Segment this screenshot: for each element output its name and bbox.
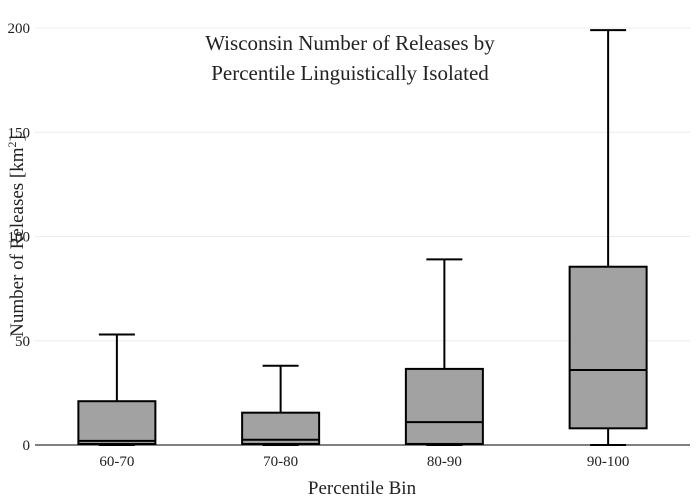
box-90-100 [568,265,648,430]
y-tick-label-50: 50 [15,334,30,350]
y-tick-label-150: 150 [8,125,31,141]
box-group-90-100 [568,29,648,446]
y-axis-title-end: ] [7,135,28,141]
x-tick-label-80-90: 80-90 [427,454,462,470]
chart-title-line-1: Wisconsin Number of Releases by [205,31,495,55]
y-axis-title: Number of Releases [km2] [5,135,28,337]
x-tick-label-90-100: 90-100 [587,454,630,470]
boxes [77,29,648,446]
x-axis-title: Percentile Bin [308,478,417,499]
x-tick-label-60-70: 60-70 [99,454,134,470]
chart-title-line-2: Percentile Linguistically Isolated [211,61,489,85]
y-tick-label-200: 200 [8,21,31,37]
y-tick-label-0: 0 [23,438,31,454]
y-tick-labels: 0 50 100 150 200 [8,21,31,454]
box-group-70-80 [241,364,321,446]
box-group-80-90 [404,258,484,446]
box-60-70 [77,400,157,445]
y-axis-title-main: Number of Releases [km [7,147,28,337]
x-tick-label-70-80: 70-80 [263,454,298,470]
box-70-80 [241,411,321,445]
box-80-90 [404,367,484,445]
y-tick-label-100: 100 [8,230,31,246]
y-axis-title-superscript: 2 [5,141,19,147]
x-tick-labels: 60-70 70-80 80-90 90-100 [99,454,629,470]
box-group-60-70 [77,333,157,446]
